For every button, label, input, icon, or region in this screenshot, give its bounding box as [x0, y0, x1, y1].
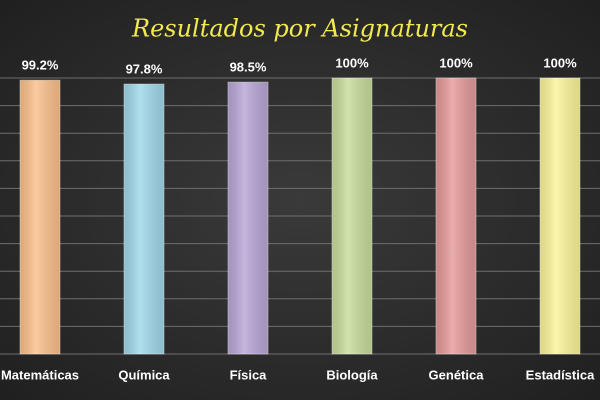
bar-shine	[124, 84, 164, 355]
value-label: 100%	[335, 55, 369, 70]
bar-shine	[228, 82, 268, 354]
value-label: 100%	[543, 55, 577, 70]
bar-shine	[540, 78, 580, 354]
x-tick-label: Matemáticas	[1, 367, 79, 382]
bar-shine	[332, 78, 372, 354]
value-label: 98.5%	[230, 60, 267, 75]
x-tick-label: Biología	[326, 367, 378, 382]
x-tick-label: Genética	[429, 367, 485, 382]
chart-title: Resultados por Asignaturas	[131, 15, 468, 43]
value-label: 97.8%	[126, 62, 163, 77]
value-label: 99.2%	[22, 58, 59, 73]
x-tick-label: Física	[230, 367, 268, 382]
x-tick-label: Química	[118, 367, 170, 382]
bar-shine	[20, 80, 60, 354]
value-label: 100%	[439, 55, 473, 70]
bar-shine	[436, 78, 476, 354]
x-tick-label: Estadística	[526, 367, 595, 382]
